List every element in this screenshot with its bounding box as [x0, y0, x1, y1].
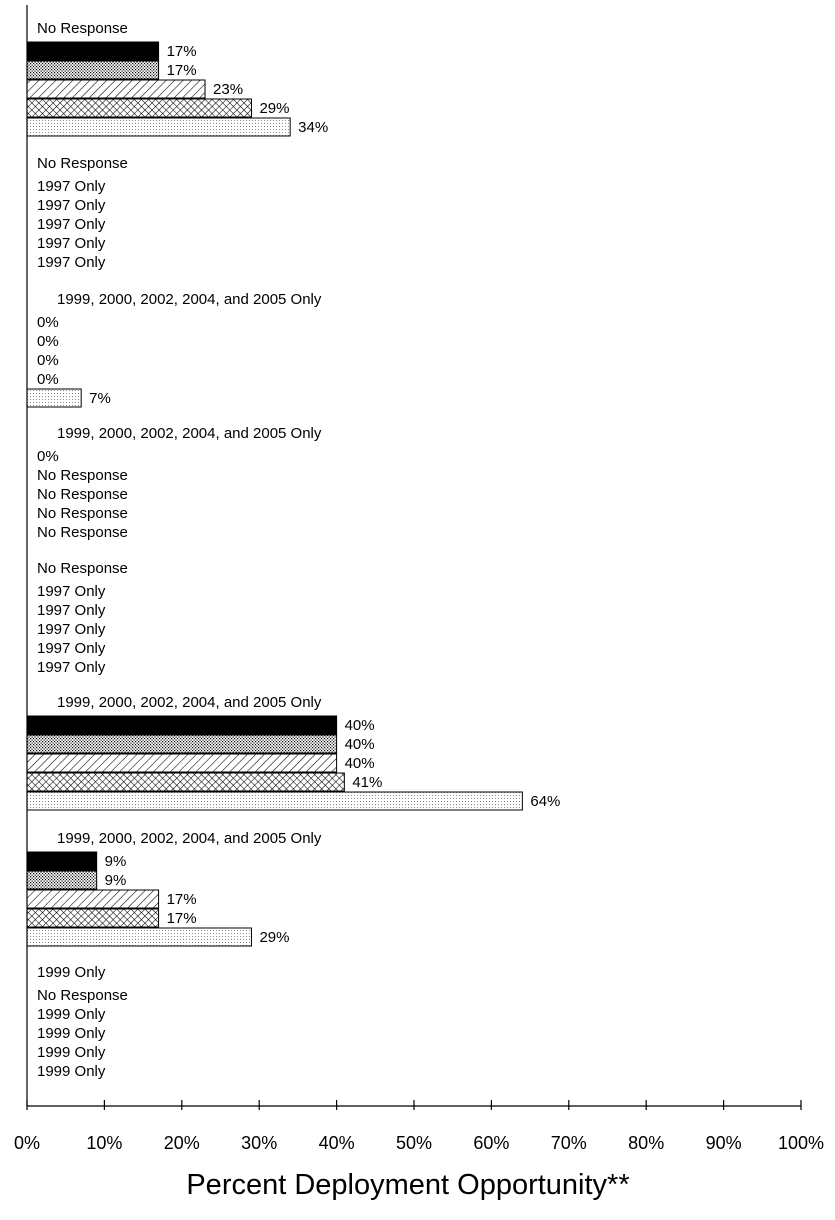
data-label: 40% [345, 736, 375, 753]
data-label: No Response [37, 987, 128, 1004]
bar [26, 41, 160, 61]
bar-group: 1999, 2000, 2002, 2004, and 2005 Only 0% 0… [26, 291, 322, 408]
data-label: 17% [167, 891, 197, 908]
bar [26, 715, 338, 735]
bar [26, 388, 82, 408]
x-tick-label: 10% [86, 1133, 122, 1153]
data-label: 9% [105, 853, 127, 870]
data-label: No Response [37, 467, 128, 484]
bar [26, 753, 338, 773]
data-label: 1997 Only [37, 178, 106, 195]
bar [26, 79, 206, 99]
x-tick-label: 60% [473, 1133, 509, 1153]
x-tick-label: 40% [319, 1133, 355, 1153]
data-label: 7% [89, 390, 111, 407]
group-label: 1999, 2000, 2002, 2004, and 2005 Only [57, 291, 322, 308]
bar-group: 1999, 2000, 2002, 2004, and 2005 Only 40%… [26, 694, 560, 811]
data-label: 1997 Only [37, 621, 106, 638]
bar [26, 851, 98, 871]
bar [26, 870, 98, 890]
data-label: 17% [167, 62, 197, 79]
x-tick-label: 100% [778, 1133, 824, 1153]
bar-group: No Response 1997 Only 1997 Only 1997 Only 19… [37, 560, 128, 676]
data-label: 23% [213, 81, 243, 98]
bar [26, 772, 345, 792]
bar [26, 791, 523, 811]
data-label: 1997 Only [37, 216, 106, 233]
bar [26, 117, 291, 137]
bar [26, 98, 252, 118]
data-label: 1999 Only [37, 1044, 106, 1061]
data-label: 9% [105, 872, 127, 889]
bar-group: 1999 Only No Response 1999 Only 1999 Only 19… [37, 964, 128, 1080]
x-tick-label: 30% [241, 1133, 277, 1153]
x-tick-label: 70% [551, 1133, 587, 1153]
data-label: 29% [259, 929, 289, 946]
x-tick-label: 50% [396, 1133, 432, 1153]
bar [26, 734, 338, 754]
data-label: 0% [37, 448, 59, 465]
data-label: 40% [345, 755, 375, 772]
group-label: No Response [37, 155, 128, 172]
data-label: 17% [167, 43, 197, 60]
bar [26, 908, 160, 928]
data-label: 34% [298, 119, 328, 136]
group-label: 1999, 2000, 2002, 2004, and 2005 Only [57, 425, 322, 442]
bar [26, 60, 160, 80]
bar [26, 889, 160, 909]
data-label: No Response [37, 505, 128, 522]
data-label: No Response [37, 524, 128, 541]
bar-group: 1999, 2000, 2002, 2004, and 2005 Only 0% N… [37, 425, 322, 541]
data-label: 0% [37, 333, 59, 350]
data-label: 1997 Only [37, 659, 106, 676]
x-axis-title: Percent Deployment Opportunity** [186, 1169, 629, 1201]
x-tick-label: 0% [14, 1133, 40, 1153]
x-tick-label: 90% [706, 1133, 742, 1153]
data-label: 0% [37, 352, 59, 369]
data-label: 1997 Only [37, 640, 106, 657]
data-label: 1997 Only [37, 254, 106, 271]
group-label: 1999, 2000, 2002, 2004, and 2005 Only [57, 694, 322, 711]
data-label: 1999 Only [37, 1006, 106, 1023]
data-label: 0% [37, 371, 59, 388]
data-label: 29% [259, 100, 289, 117]
data-label: 1999 Only [37, 1063, 106, 1080]
data-label: 0% [37, 314, 59, 331]
group-label: 1999, 2000, 2002, 2004, and 2005 Only [57, 830, 322, 847]
bar-group: 1999, 2000, 2002, 2004, and 2005 Only 9% 9… [26, 830, 322, 947]
data-label: 1997 Only [37, 602, 106, 619]
data-label: 1997 Only [37, 235, 106, 252]
group-label: 1999 Only [37, 964, 106, 981]
data-label: 17% [167, 910, 197, 927]
x-tick-label: 20% [164, 1133, 200, 1153]
x-tick-label: 80% [628, 1133, 664, 1153]
data-label: 40% [345, 717, 375, 734]
data-label: 41% [352, 774, 382, 791]
bar-group: No Response 1997 Only 1997 Only 1997 Only 19… [37, 155, 128, 271]
data-label: 64% [530, 793, 560, 810]
data-label: 1999 Only [37, 1025, 106, 1042]
x-axis: 0% 10% 20% 30% 40% 50% 60% 70% 80% 90% 100% [14, 5, 824, 1153]
data-label: 1997 Only [37, 583, 106, 600]
group-label: No Response [37, 20, 128, 37]
bar [26, 927, 252, 947]
group-label: No Response [37, 560, 128, 577]
data-label: 1997 Only [37, 197, 106, 214]
data-label: No Response [37, 486, 128, 503]
bar-group: No Response 17% 17% 23% 29% 34% [26, 20, 328, 137]
